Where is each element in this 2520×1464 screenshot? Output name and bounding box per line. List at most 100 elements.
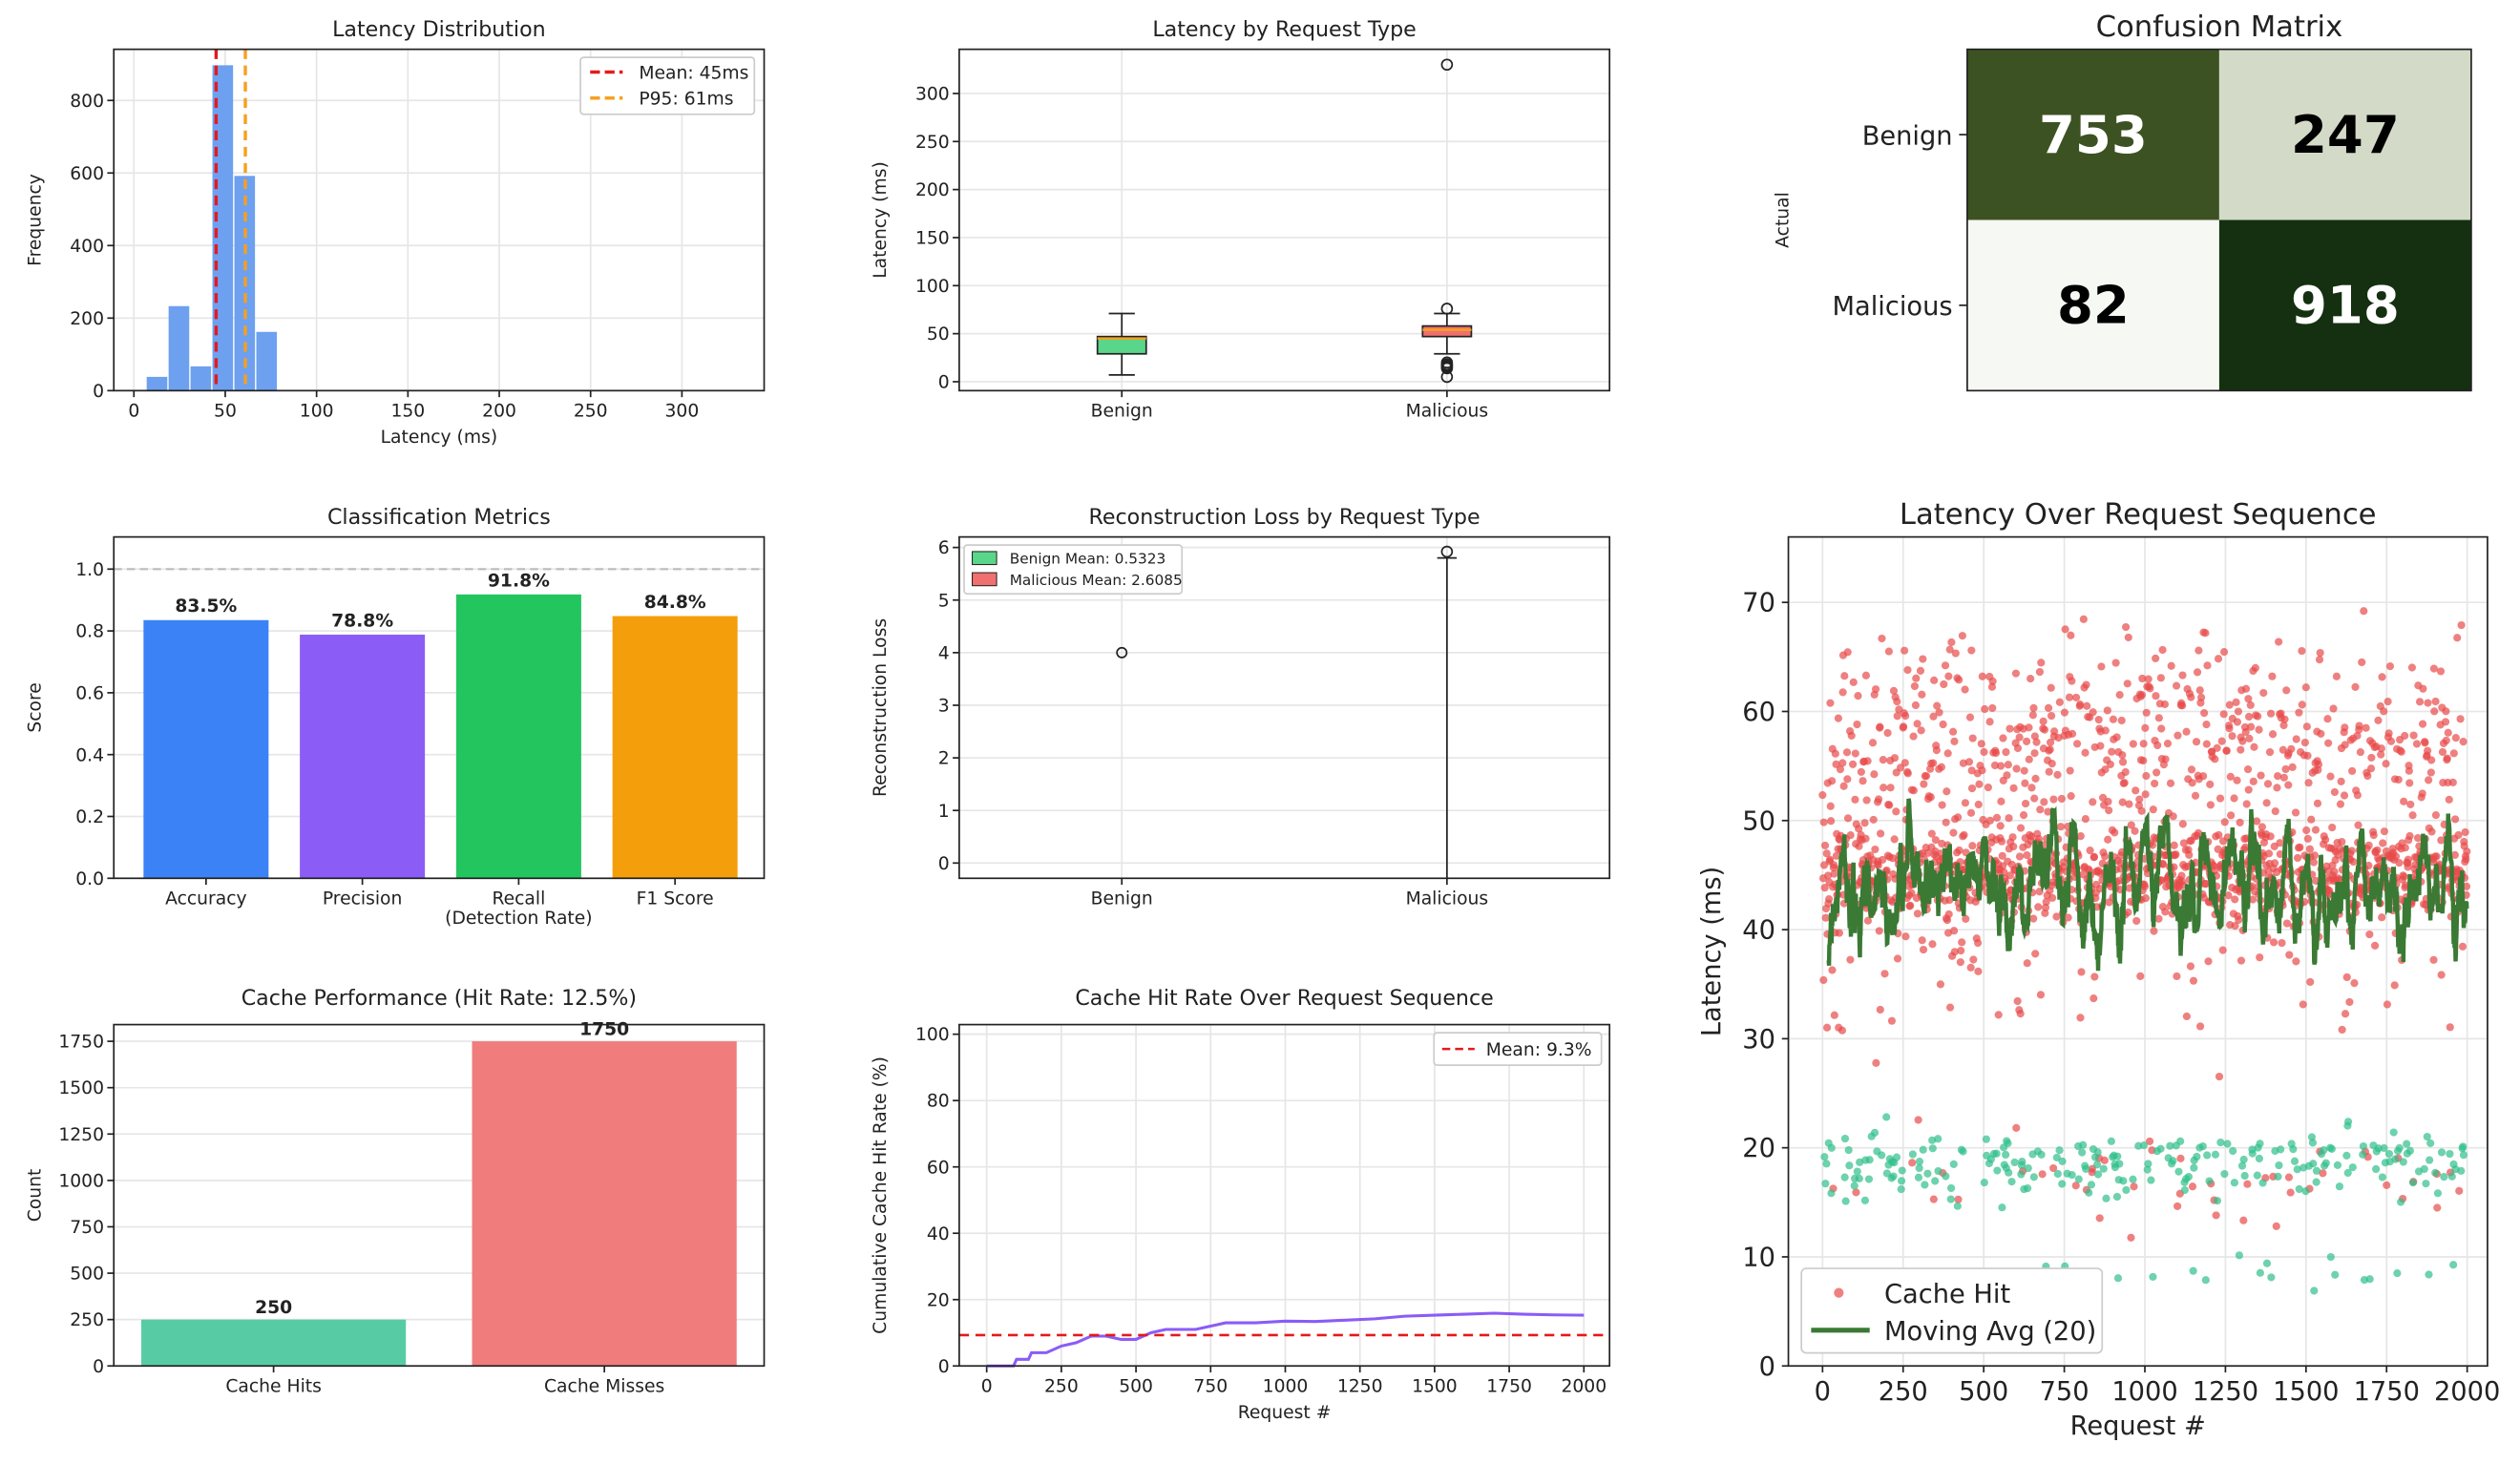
cache-hit-point [2293, 1165, 2301, 1174]
cache-hit-point [2433, 1189, 2443, 1198]
y-tick-label: 0 [93, 382, 104, 402]
cache-hit-point [2223, 1140, 2232, 1148]
cache-miss-point [2443, 754, 2451, 763]
cache-miss-point [1838, 759, 1847, 767]
cache-miss-point [2445, 795, 2453, 804]
cache-miss-point [2121, 767, 2130, 777]
cache-miss-point [2169, 812, 2177, 821]
bar-value-label: 1750 [579, 1019, 629, 1039]
cache-hit-point [2198, 1141, 2207, 1151]
legend-box [1433, 1032, 1603, 1067]
y-tick-label: 250 [70, 1310, 104, 1330]
cache-miss-point [2328, 823, 2337, 832]
cache-miss-point [2407, 663, 2417, 672]
bar-value-label: 84.8% [644, 593, 706, 613]
cache-miss-point [2129, 740, 2137, 748]
chart-title: Classification Metrics [327, 505, 551, 530]
cache-miss-point [2073, 740, 2082, 748]
cache-miss-point [2218, 946, 2227, 954]
y-tick-label: 70 [1742, 589, 1775, 618]
cache-miss-point [2364, 841, 2373, 849]
x-tick-label: 1500 [2273, 1377, 2339, 1407]
cache-miss-point [2101, 852, 2110, 861]
chart-title: Cache Hit Rate Over Request Sequence [1075, 986, 1493, 1011]
cache-miss-point [2385, 662, 2395, 671]
boxplot-frame [958, 48, 1611, 392]
cache-miss-point [1954, 1195, 1963, 1203]
cache-miss-point [2400, 872, 2408, 881]
cache-miss-point [2425, 776, 2433, 784]
cache-miss-point [2424, 699, 2432, 707]
cache-miss-point [1832, 851, 1840, 860]
cache-hit-point [1980, 1179, 1988, 1187]
cache-miss-point [1890, 835, 1899, 844]
cache-miss-point [1997, 837, 2006, 846]
cache-hit-point [1942, 1172, 1950, 1181]
cache-miss-point [2364, 861, 2373, 870]
x-tick-label: 300 [665, 402, 700, 422]
cache-miss-point [2012, 764, 2021, 773]
cache-miss-point [2022, 737, 2031, 745]
cache-miss-point [2257, 771, 2265, 780]
cache-miss-point [2350, 979, 2359, 988]
cache-hit-point [2310, 1286, 2319, 1295]
cache-hit-point [2018, 1158, 2026, 1166]
cache-hit-point [2256, 1140, 2264, 1148]
cache-miss-point [1872, 1058, 1880, 1067]
cache-miss-point [2330, 787, 2339, 797]
cache-miss-point [2405, 831, 2414, 841]
cache-hit-points [1818, 1113, 2468, 1306]
cache-miss-point [2202, 720, 2211, 729]
y-tick-label: 0 [938, 373, 950, 393]
cache-miss-point [2185, 850, 2194, 859]
cache-miss-point [2021, 799, 2030, 808]
cache-hit-point [1993, 1166, 2002, 1175]
cache-miss-point [2137, 691, 2147, 700]
outlier-point [1440, 362, 1454, 375]
cache-miss-point [2382, 760, 2390, 768]
cache-miss-point [2086, 847, 2094, 855]
cache-miss-point [2188, 1182, 2197, 1191]
cache-miss-point [1949, 727, 1958, 736]
cache-miss-point [2152, 692, 2160, 701]
cache-miss-point [1991, 748, 2001, 758]
cache-miss-point [2146, 684, 2154, 693]
cache-miss-point [2127, 821, 2135, 829]
cache-hit-point [1820, 1153, 1829, 1161]
cache-miss-point [1854, 692, 1862, 701]
cache-miss-point [2378, 913, 2386, 922]
legend-swatch [972, 551, 998, 566]
cache-miss-point [1927, 829, 1936, 838]
cache-miss-point [1825, 895, 1834, 904]
cache-miss-point [2247, 722, 2256, 731]
cache-hit-point [1882, 1113, 1891, 1121]
cache-miss-point [2463, 847, 2471, 856]
cache-miss-point [1913, 720, 1922, 728]
cache-hit-point [2068, 1171, 2076, 1180]
cache-miss-point [2029, 914, 2038, 923]
cache-miss-point [2157, 724, 2166, 733]
cache-hit-point [2320, 1145, 2328, 1155]
cache-miss-point [2360, 607, 2368, 616]
cache-miss-point [2037, 659, 2046, 667]
cache-hit-point [2203, 1151, 2212, 1160]
legend-label: Cache Hit [1884, 1280, 2010, 1309]
cache-miss-point [1947, 638, 1956, 647]
legend-swatch [972, 572, 998, 587]
cache-miss-point [1945, 645, 1954, 654]
cache-miss-point [2027, 784, 2036, 792]
cache-miss-point [2204, 957, 2213, 966]
cache-miss-point [2266, 832, 2275, 841]
cache-hit-point [2078, 1148, 2087, 1157]
cache-miss-point [1901, 712, 1910, 721]
cache-miss-point [2144, 675, 2152, 683]
cache-hit-point [2180, 1185, 2189, 1195]
cache-miss-point [2103, 706, 2111, 715]
cache-hit-point [2190, 1163, 2198, 1172]
cache-hit-point [1921, 1181, 1929, 1189]
cache-miss-point [1974, 967, 1983, 975]
cache-miss-point [1893, 954, 1902, 963]
cache-hit-point [2258, 1179, 2267, 1187]
cache-hit-point [2331, 1270, 2340, 1279]
cache-hit-point [2459, 1142, 2468, 1151]
